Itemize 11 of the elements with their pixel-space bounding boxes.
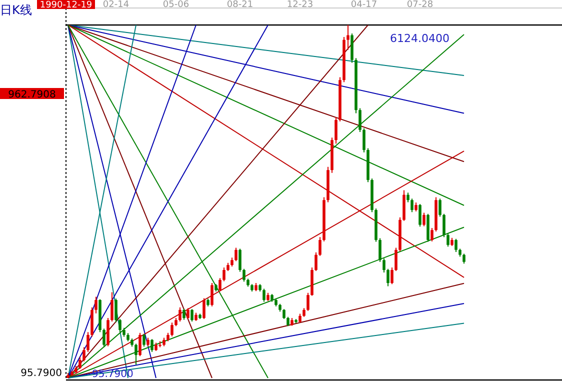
text: 962.7908 (8, 90, 56, 100)
annotation: 6124.0400 (390, 32, 450, 45)
x-tick-label: 02-14 (102, 0, 130, 10)
text: 1990-12-19 (40, 0, 92, 10)
x-tick-label: 07-28 (406, 0, 434, 10)
text: 95.7900 (20, 368, 62, 379)
x-tick-label: 04-17 (350, 0, 378, 10)
chart-title: 日K线 (0, 3, 32, 17)
x-tick-label: 05-06 (162, 0, 190, 10)
x-tick-label: 12-23 (286, 0, 314, 10)
x-tick-label: 08-21 (226, 0, 254, 10)
